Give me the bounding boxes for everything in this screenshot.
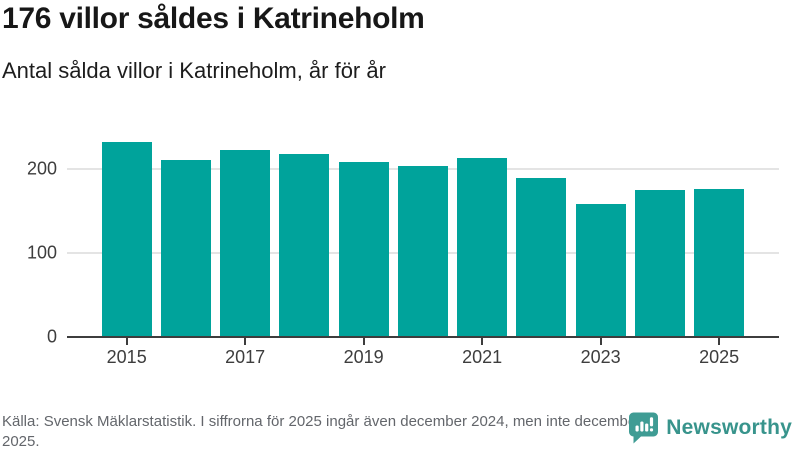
- bar-2018: [279, 154, 330, 337]
- x-tick-2017: [244, 337, 247, 345]
- bar-2024: [634, 190, 685, 337]
- x-axis-label-2023: 2023: [580, 347, 621, 367]
- bar-2017: [220, 150, 271, 337]
- y-axis-label-100: 100: [26, 242, 57, 262]
- bar-2023: [575, 203, 626, 337]
- newsworthy-logo-text: Newsworthy: [666, 415, 792, 439]
- x-tick-2019: [362, 337, 365, 345]
- newsworthy-speech-bubble-chart-icon: [629, 412, 659, 444]
- chart-title: 176 villor såldes i Katrineholm: [2, 2, 425, 35]
- x-axis-label-2025: 2025: [699, 347, 740, 367]
- x-tick-2025: [718, 337, 721, 345]
- source-note: Källa: Svensk Mäklarstatistik. I siffror…: [2, 413, 642, 450]
- x-axis-label-2021: 2021: [462, 347, 503, 367]
- x-axis-label-2017: 2017: [225, 347, 266, 367]
- bar-2020: [397, 165, 448, 337]
- y-axis-label-0: 0: [46, 326, 57, 346]
- x-axis-label-2019: 2019: [343, 347, 384, 367]
- bar-2019: [338, 161, 389, 337]
- chart-subtitle: Antal sålda villor i Katrineholm, år för…: [2, 58, 386, 83]
- x-tick-2023: [599, 337, 602, 345]
- x-tick-2021: [481, 337, 484, 345]
- bar-2022: [516, 177, 567, 337]
- newsworthy-branding: Newsworthy: [628, 411, 792, 444]
- bar-2015: [101, 142, 152, 337]
- bar-2025: [694, 188, 745, 337]
- x-axis-line: [67, 335, 779, 338]
- bar-2021: [457, 158, 508, 337]
- x-tick-2015: [125, 337, 128, 345]
- y-axis-label-200: 200: [26, 158, 57, 178]
- x-axis-label-2015: 2015: [106, 347, 147, 367]
- bar-2016: [160, 160, 211, 337]
